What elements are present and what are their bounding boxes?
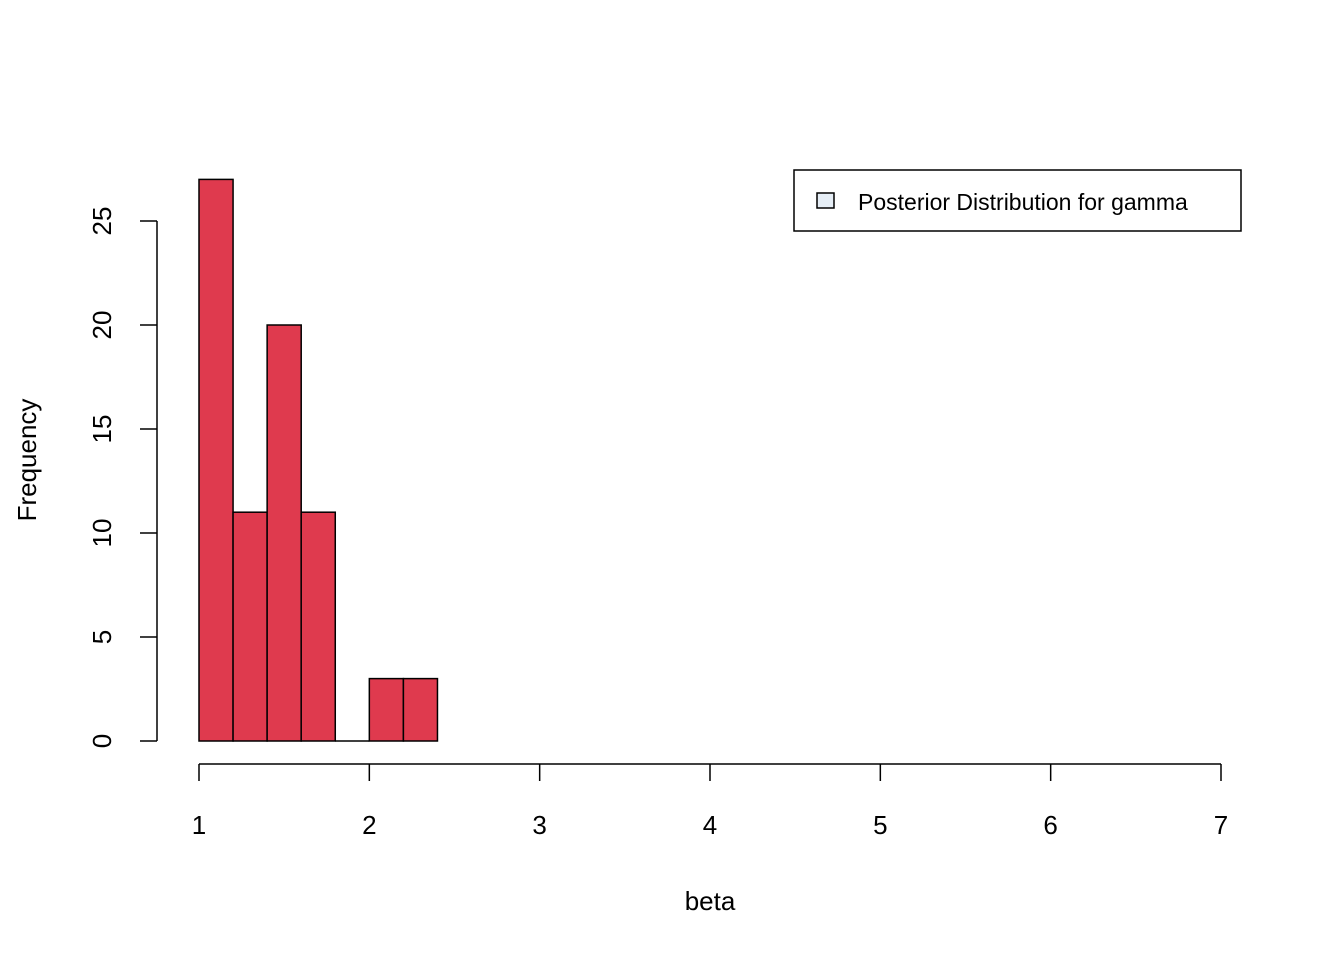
histogram-bars xyxy=(198,178,439,742)
histogram-bar xyxy=(198,178,234,742)
histogram-bar xyxy=(232,511,268,742)
histogram-bar xyxy=(300,511,337,742)
y-tick-label: 25 xyxy=(87,207,117,236)
legend-label: Posterior Distribution for gamma xyxy=(858,189,1188,215)
y-tick-label: 5 xyxy=(87,630,117,644)
x-tick-label: 3 xyxy=(532,810,546,840)
x-tick-label: 5 xyxy=(873,810,887,840)
y-axis: 0 5 10 15 20 25 xyxy=(87,207,158,748)
x-tick-label: 7 xyxy=(1214,810,1228,840)
y-axis-title: Frequency xyxy=(12,399,42,522)
histogram-bar xyxy=(368,677,405,742)
x-tick-label: 4 xyxy=(703,810,717,840)
histogram-bar xyxy=(266,324,302,742)
x-tick-label: 2 xyxy=(362,810,376,840)
y-tick-label: 15 xyxy=(87,415,117,444)
histogram-bar xyxy=(402,677,439,742)
x-axis-title: beta xyxy=(685,886,736,916)
y-tick-label: 0 xyxy=(87,734,117,748)
legend-swatch xyxy=(816,192,835,209)
x-tick-label: 1 xyxy=(192,810,206,840)
x-axis: 1 2 3 4 5 6 7 xyxy=(192,763,1228,840)
y-tick-label: 20 xyxy=(87,311,117,340)
legend-box xyxy=(793,169,1242,232)
x-tick-label: 6 xyxy=(1043,810,1057,840)
y-tick-label: 10 xyxy=(87,519,117,548)
legend: Posterior Distribution for gamma xyxy=(793,169,1242,232)
